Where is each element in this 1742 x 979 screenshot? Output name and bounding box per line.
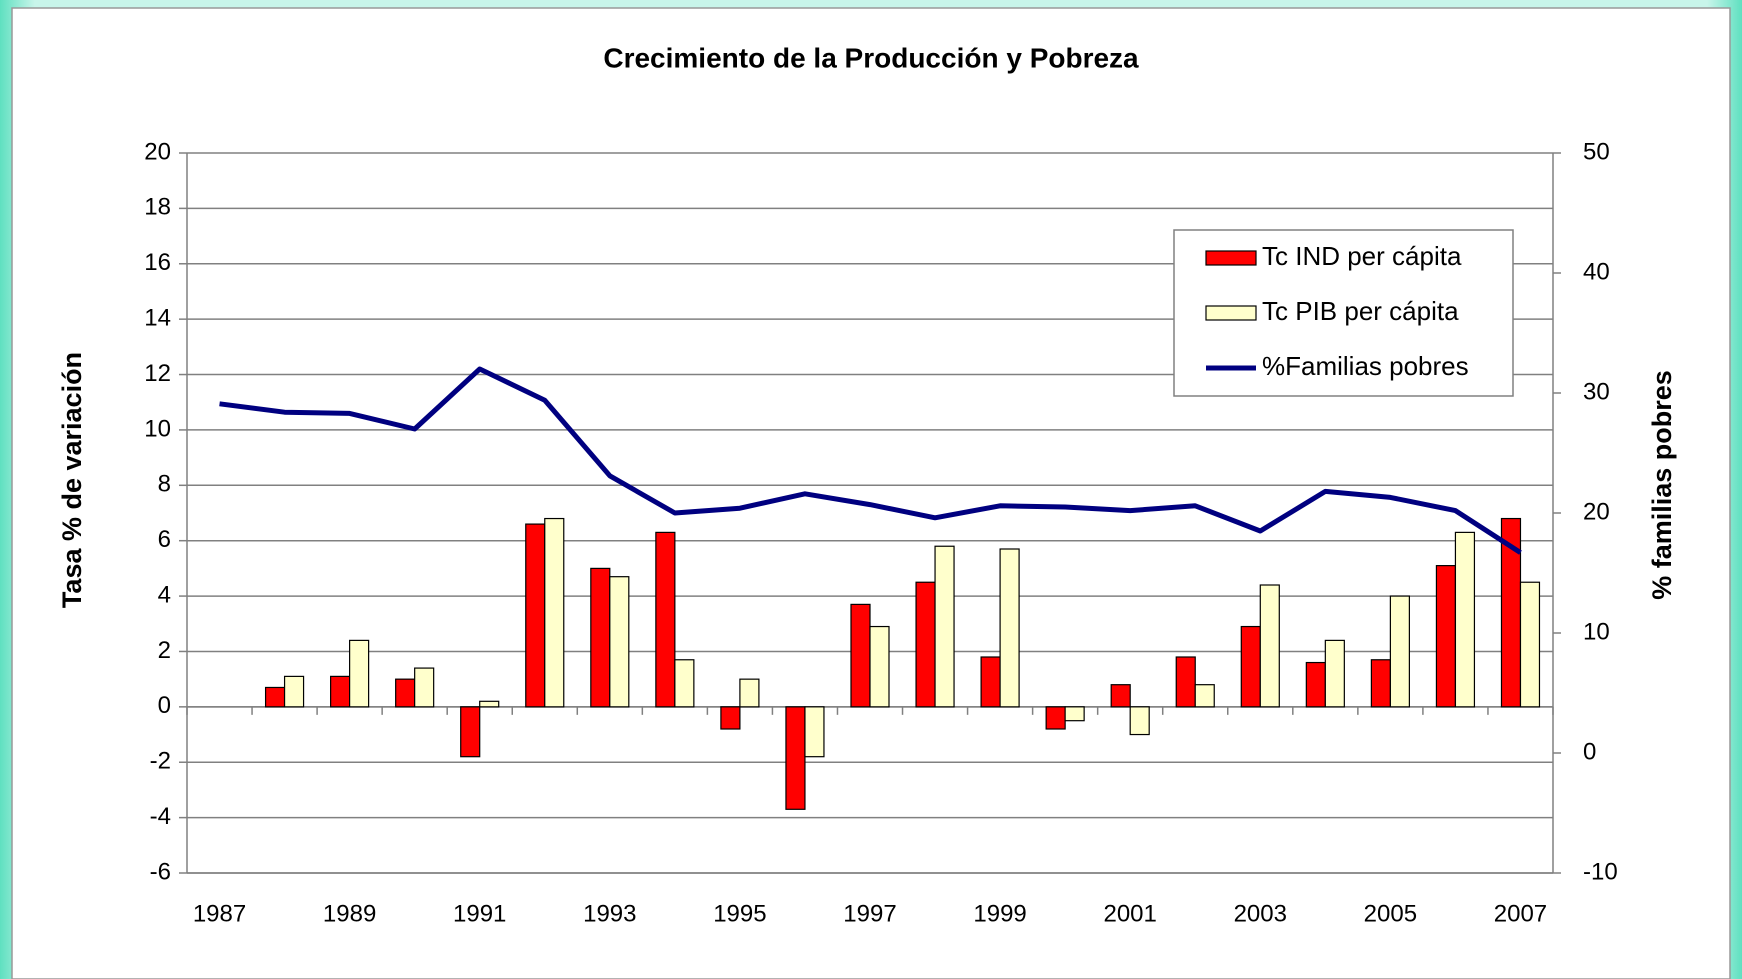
chart-title: Crecimiento de la Producción y Pobreza: [603, 42, 1139, 73]
bar: [1324, 639, 1345, 708]
y-tick-label: 8: [158, 471, 171, 498]
y-tick-label: -2: [150, 748, 171, 775]
y-tick-label: 6: [158, 526, 171, 553]
bar: [283, 675, 305, 708]
bar: [785, 706, 806, 810]
bar: [1064, 706, 1085, 722]
x-tick-label: 1989: [323, 900, 376, 927]
bar: [1175, 656, 1196, 708]
bar: [544, 517, 565, 708]
y2-tick-label: 40: [1583, 258, 1610, 285]
legend-swatch: [1205, 305, 1257, 321]
bar: [869, 625, 890, 708]
bar: [850, 603, 871, 708]
y-axis-label: Tasa % de variación: [57, 352, 87, 608]
y2-axis-label: % familias pobres: [1647, 370, 1677, 600]
legend-swatch: [1205, 250, 1257, 266]
bar: [1129, 706, 1150, 736]
y-tick-label: 18: [144, 194, 171, 221]
legend-label: Tc IND per cápita: [1262, 241, 1462, 271]
legend-label: Tc PIB per cápita: [1262, 296, 1459, 326]
legend-label: %Familias pobres: [1262, 351, 1469, 381]
bar: [609, 576, 630, 708]
bar: [479, 700, 500, 708]
x-tick-label: 2005: [1364, 900, 1417, 927]
y-tick-label: 0: [158, 692, 171, 719]
bar: [1194, 684, 1215, 708]
y-tick-label: 16: [144, 249, 171, 276]
bar: [1389, 595, 1410, 708]
y-tick-label: 10: [144, 415, 171, 442]
y-tick-label: 20: [144, 138, 171, 165]
x-tick-label: 1987: [193, 900, 246, 927]
bar: [915, 581, 936, 708]
bar: [1110, 684, 1131, 708]
bar: [720, 706, 741, 730]
bar: [1370, 659, 1391, 708]
bar: [1435, 565, 1457, 708]
bar: [1454, 531, 1476, 708]
bar: [590, 567, 611, 708]
y-tick-label: -6: [150, 858, 171, 885]
y2-tick-label: 0: [1583, 738, 1596, 765]
bar: [395, 678, 416, 708]
y-tick-label: 12: [144, 360, 171, 387]
bar: [349, 639, 370, 708]
bar: [1305, 661, 1326, 708]
x-tick-label: 1999: [973, 900, 1026, 927]
y2-tick-label: 50: [1583, 138, 1610, 165]
x-tick-label: 1993: [583, 900, 636, 927]
y2-tick-label: 30: [1583, 378, 1610, 405]
y-tick-label: -4: [150, 803, 171, 830]
y-tick-label: 4: [158, 581, 171, 608]
x-tick-label: 1995: [713, 900, 766, 927]
x-tick-label: 2007: [1494, 900, 1547, 927]
bar: [674, 659, 695, 708]
y2-tick-label: -10: [1583, 858, 1618, 885]
y-tick-label: 14: [144, 304, 171, 331]
bar: [414, 667, 435, 708]
bar: [934, 545, 955, 708]
line: [219, 366, 1522, 555]
bar: [330, 675, 351, 708]
x-tick-label: 2001: [1103, 900, 1156, 927]
bar: [1259, 584, 1280, 708]
y-tick-label: 2: [158, 637, 171, 664]
bar: [739, 678, 760, 708]
x-tick-label: 1991: [453, 900, 506, 927]
y2-tick-label: 10: [1583, 618, 1610, 645]
bar: [1519, 581, 1541, 708]
bar: [460, 706, 481, 758]
x-tick-label: 1997: [843, 900, 896, 927]
bar: [264, 686, 286, 708]
bar: [999, 548, 1020, 708]
bar: [525, 523, 546, 708]
bar: [1240, 625, 1261, 708]
x-tick-label: 2003: [1234, 900, 1287, 927]
y2-tick-label: 20: [1583, 498, 1610, 525]
bar: [804, 706, 825, 758]
bar: [980, 656, 1001, 708]
bar: [655, 531, 676, 708]
bar: [1045, 706, 1066, 730]
